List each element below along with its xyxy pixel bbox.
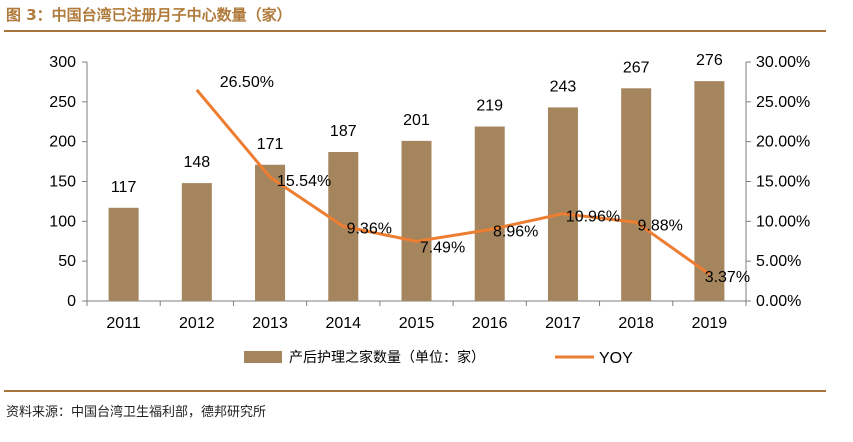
right-axis-tick-label: 5.00% [756, 253, 801, 270]
yoy-data-label: 15.54% [277, 173, 331, 190]
left-axis-tick-label: 150 [49, 174, 76, 191]
yoy-data-label: 3.37% [705, 269, 750, 286]
left-axis-tick-label: 300 [49, 54, 76, 71]
x-axis-tick-label: 2015 [399, 315, 435, 332]
right-axis-tick-label: 20.00% [756, 134, 810, 151]
bar-data-label: 243 [550, 78, 577, 95]
x-axis-tick-label: 2013 [252, 315, 288, 332]
x-axis-tick-label: 2011 [106, 315, 141, 332]
chart-axes: 0 50 100 150 200 250 300 0.00% 5.00% 10.00% 15.00%… [49, 54, 810, 332]
yoy-data-label: 26.50% [220, 74, 274, 91]
legend-label-bar: 产后护理之家数量（单位：家） [289, 349, 485, 365]
yoy-data-label: 7.49% [420, 239, 465, 256]
bar [255, 164, 286, 301]
bar [181, 183, 212, 301]
x-axis-tick-label: 2012 [179, 315, 215, 332]
bar-data-label: 219 [476, 98, 503, 115]
right-axis-tick-label: 10.00% [756, 213, 810, 230]
yoy-data-label: 10.96% [566, 209, 620, 226]
source-note: 资料来源：中国台湾卫生福利部，德邦研究所 [6, 405, 267, 420]
bar [621, 88, 652, 301]
x-axis-tick-label: 2019 [692, 315, 728, 332]
x-axis-tick-label: 2017 [545, 315, 581, 332]
left-axis-tick-label: 200 [49, 134, 76, 151]
bar-data-label: 276 [696, 52, 723, 69]
x-axis-tick-label: 2014 [325, 315, 361, 332]
bar-data-label: 171 [257, 136, 284, 153]
left-axis-tick-label: 0 [67, 293, 76, 310]
right-axis-tick-label: 15.00% [756, 174, 810, 191]
bar [694, 81, 725, 302]
bar [547, 107, 578, 301]
yoy-data-label: 9.88% [637, 217, 682, 234]
yoy-data-label: 9.36% [347, 220, 392, 237]
chart: 0 50 100 150 200 250 300 0.00% 5.00% 10.00% 15.00%… [49, 52, 810, 367]
bottom-rule [4, 390, 826, 392]
top-rule [4, 30, 826, 32]
yoy-data-label: 8.96% [493, 224, 538, 241]
bar-data-label: 267 [623, 59, 650, 76]
left-axis-tick-label: 100 [49, 213, 76, 230]
bar-data-label: 117 [111, 179, 137, 196]
yoy-line-series: 26.50% 15.54% 9.36% 7.49% 8.96% 10.96% 9.88% 3.… [195, 74, 750, 286]
chart-legend: 产后护理之家数量（单位：家） YOY [244, 349, 633, 367]
x-axis-tick-label: 2018 [618, 315, 654, 332]
bar-data-label: 148 [183, 154, 210, 171]
right-axis-tick-label: 30.00% [756, 54, 810, 71]
bar-data-label: 201 [403, 112, 430, 129]
legend-swatch-bar [244, 351, 282, 363]
left-axis-tick-label: 250 [49, 94, 76, 111]
left-axis-tick-label: 50 [58, 253, 76, 270]
yoy-line [195, 88, 711, 276]
bar-data-label: 187 [330, 123, 357, 140]
bar [474, 126, 505, 301]
x-axis-tick-label: 2016 [472, 315, 508, 332]
bar-series: 117 148 171 187 201 219 243 267 276 [108, 52, 725, 302]
bar [401, 140, 432, 301]
right-axis-tick-label: 25.00% [756, 94, 810, 111]
right-axis-tick-label: 0.00% [756, 293, 801, 310]
figure-title: 图 3：中国台湾已注册月子中心数量（家） [6, 6, 292, 24]
bar [108, 207, 139, 301]
legend-label-line: YOY [599, 350, 633, 367]
